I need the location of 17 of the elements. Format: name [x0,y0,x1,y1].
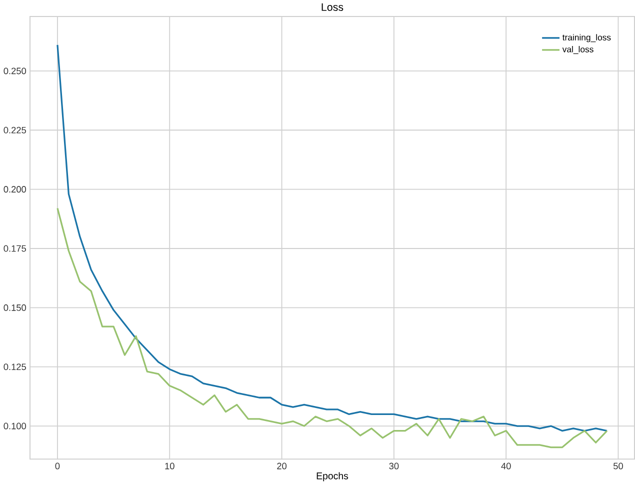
x-tick-label: 10 [165,462,174,470]
chart-title: Loss [322,4,344,12]
y-tick-label: 0.150 [4,304,26,312]
y-tick-label: 0.200 [4,186,26,193]
x-axis-title: Epochs [316,472,348,482]
x-tick-label: 30 [389,462,399,470]
legend-label: val_loss [562,46,594,54]
y-tick-label: 0.175 [4,245,26,252]
y-tick-label: 0.250 [4,68,26,74]
x-tick-label: 50 [613,462,623,470]
x-tick-label: 40 [501,462,511,470]
legend-label: training_loss [562,34,611,42]
x-tick-label: 0 [55,462,60,470]
y-tick-label: 0.125 [4,364,26,370]
y-tick-label: 0.225 [4,127,26,134]
y-tick-label: 0.100 [4,422,26,430]
x-tick-label: 20 [277,462,287,470]
